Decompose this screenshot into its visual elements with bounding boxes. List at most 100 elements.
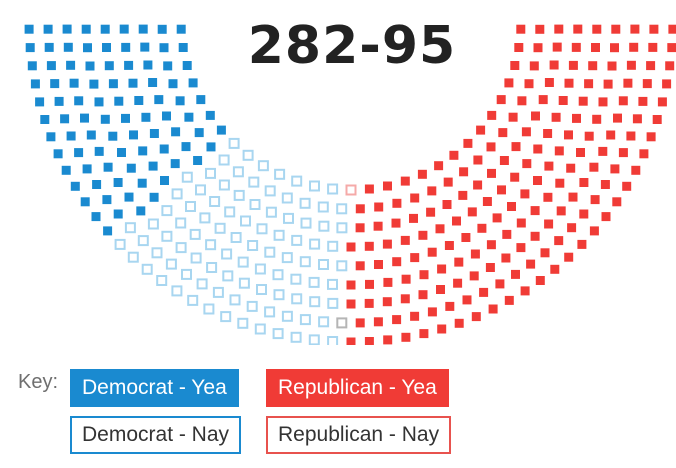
seat-republican-yea bbox=[550, 264, 560, 274]
seat-democrat-yea bbox=[80, 113, 89, 123]
seat-democrat-yea bbox=[140, 42, 150, 52]
seat-republican-yea bbox=[607, 61, 617, 71]
seat-democrat-yea bbox=[53, 149, 63, 159]
seat-democrat-yea bbox=[61, 165, 71, 175]
seat-democrat-yea bbox=[83, 43, 92, 53]
seat-democrat-yea bbox=[184, 112, 194, 122]
seat-democrat-nay bbox=[222, 270, 234, 282]
seat-democrat-nay bbox=[318, 316, 330, 328]
seat-democrat-nay bbox=[308, 334, 320, 345]
legend-democrat-nay: Democrat - Nay bbox=[70, 416, 242, 454]
seat-democrat-nay bbox=[327, 278, 338, 290]
legend-key-label: Key: bbox=[18, 371, 59, 393]
seat-republican-yea bbox=[552, 42, 562, 52]
seat-democrat-nay bbox=[240, 215, 251, 227]
seat-democrat-yea bbox=[104, 61, 114, 71]
seat-republican-yea bbox=[364, 337, 374, 345]
seat-republican-yea bbox=[355, 261, 365, 271]
seat-democrat-nay bbox=[199, 212, 211, 224]
seat-democrat-yea bbox=[74, 148, 84, 158]
seat-republican-yea bbox=[355, 204, 365, 214]
seat-democrat-nay bbox=[272, 328, 284, 340]
seat-democrat-nay bbox=[161, 205, 173, 217]
seat-republican-yea bbox=[579, 178, 589, 187]
seat-republican-yea bbox=[551, 112, 561, 122]
seat-republican-yea bbox=[657, 97, 667, 107]
seat-republican-yea bbox=[382, 239, 392, 249]
seat-democrat-nay bbox=[147, 218, 159, 230]
seat-democrat-nay bbox=[141, 263, 153, 275]
seat-democrat-nay bbox=[254, 263, 266, 275]
seat-republican-yea bbox=[531, 111, 540, 121]
seat-democrat-yea bbox=[103, 226, 113, 236]
seat-democrat-nay bbox=[299, 197, 311, 209]
seat-republican-yea bbox=[517, 96, 527, 106]
seat-republican-yea bbox=[364, 298, 374, 308]
seat-republican-yea bbox=[646, 132, 656, 142]
seat-democrat-nay bbox=[171, 188, 183, 200]
seat-democrat-nay bbox=[228, 137, 240, 149]
seat-republican-yea bbox=[648, 42, 658, 52]
seat-democrat-nay bbox=[257, 160, 269, 172]
seat-democrat-yea bbox=[70, 181, 80, 191]
seat-democrat-yea bbox=[182, 61, 192, 70]
seat-republican-yea bbox=[445, 301, 455, 311]
seat-democrat-yea bbox=[148, 161, 158, 171]
seat-republican-yea bbox=[400, 235, 410, 245]
seat-democrat-nay bbox=[281, 192, 293, 204]
seat-democrat-yea bbox=[62, 24, 72, 34]
seat-republican-yea bbox=[418, 230, 428, 240]
seat-republican-yea bbox=[449, 150, 459, 160]
seat-democrat-nay bbox=[203, 303, 215, 315]
seat-republican-yea bbox=[392, 257, 402, 267]
seat-republican-yea bbox=[401, 274, 411, 284]
seat-democrat-nay bbox=[237, 256, 249, 268]
seat-republican-yea bbox=[426, 207, 436, 217]
seat-republican-yea bbox=[410, 193, 420, 203]
seat-republican-yea bbox=[533, 176, 542, 185]
seat-republican-yea bbox=[554, 236, 564, 246]
seat-democrat-nay bbox=[190, 252, 202, 264]
seat-democrat-yea bbox=[94, 97, 104, 107]
seat-democrat-nay bbox=[291, 175, 303, 187]
seat-democrat-nay bbox=[273, 289, 285, 301]
seat-democrat-nay bbox=[291, 293, 303, 305]
seat-democrat-nay bbox=[230, 232, 242, 243]
seat-democrat-nay bbox=[248, 176, 260, 188]
seat-democrat-nay bbox=[124, 222, 136, 234]
seat-republican-yea bbox=[601, 212, 611, 222]
seat-democrat-nay bbox=[175, 242, 187, 254]
seat-democrat-yea bbox=[216, 125, 226, 135]
seat-democrat-yea bbox=[175, 96, 185, 106]
seat-republican-yea bbox=[469, 271, 479, 281]
seat-republican-yea bbox=[496, 95, 506, 105]
seat-republican-yea bbox=[470, 249, 480, 259]
seat-republican-yea bbox=[382, 297, 392, 307]
seat-republican-yea bbox=[592, 24, 602, 34]
seat-republican-yea bbox=[555, 178, 565, 188]
seat-democrat-nay bbox=[156, 275, 168, 286]
seat-democrat-yea bbox=[66, 60, 76, 70]
seat-republican-yea bbox=[618, 96, 628, 106]
seat-democrat-nay bbox=[181, 171, 193, 183]
seat-republican-yea bbox=[589, 162, 599, 172]
seat-republican-yea bbox=[427, 186, 437, 196]
seat-republican-yea bbox=[487, 110, 497, 120]
seat-democrat-nay bbox=[187, 294, 199, 306]
seat-republican-yea bbox=[477, 223, 487, 233]
seat-republican-yea bbox=[572, 113, 581, 123]
seat-republican-yea bbox=[522, 159, 532, 169]
seat-republican-yea bbox=[622, 181, 632, 191]
seat-democrat-yea bbox=[43, 24, 53, 34]
seat-republican-yea bbox=[543, 192, 553, 202]
seat-republican-yea bbox=[530, 206, 540, 216]
seat-democrat-yea bbox=[128, 78, 138, 88]
seat-republican-yea bbox=[514, 43, 524, 52]
seat-republican-yea bbox=[427, 247, 437, 257]
seat-republican-yea bbox=[526, 259, 536, 269]
legend-democrat-yea: Democrat - Yea bbox=[70, 369, 239, 407]
seat-democrat-yea bbox=[143, 60, 153, 70]
seat-republican-yea bbox=[649, 24, 659, 34]
seat-democrat-nay bbox=[209, 196, 221, 207]
seat-democrat-yea bbox=[188, 78, 198, 88]
